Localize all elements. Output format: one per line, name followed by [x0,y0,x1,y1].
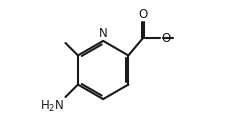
Text: N: N [99,27,107,40]
Text: H$_2$N: H$_2$N [40,98,64,114]
Text: O: O [161,32,170,45]
Text: O: O [138,8,147,21]
